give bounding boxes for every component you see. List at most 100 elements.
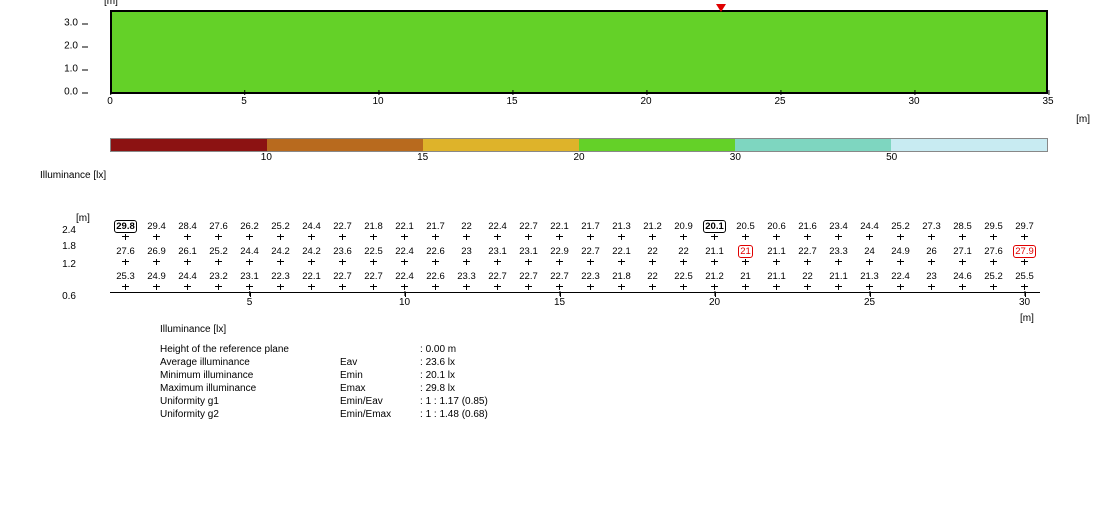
grid-cell: 22.3 [575,271,606,288]
grid-cell: 26.1 [172,246,203,263]
grid-cell: 21.3 [854,271,885,288]
stats-block: Illuminance [lx] Height of the reference… [160,324,1080,421]
legend-caption: Illuminance [lx] [40,170,1080,181]
grid-cell: 24.2 [265,246,296,263]
grid-cell: 22.7 [792,246,823,263]
x-tick: 20 [640,96,651,107]
grid-cell: 22 [637,271,668,288]
x-tick: 15 [506,96,517,107]
grid-y-tick: 1.2 [62,259,76,270]
grid-cell: 27.6 [110,246,141,263]
legend-segment [267,139,423,151]
grid-cell: 21.3 [606,221,637,238]
grid-y-tick: 2.4 [62,225,76,236]
stats-label: Uniformity g2 [160,408,340,421]
stats-row: Uniformity g1Emin/Eav1 : 1.17 (0.85) [160,395,1080,408]
grid-cell: 21.1 [761,246,792,263]
stats-row: Average illuminanceEav23.6 lx [160,356,1080,369]
stats-caption: Illuminance [lx] [160,324,1080,335]
grid-cell: 28.4 [172,221,203,238]
heatmap-box: 0.01.02.03.0 [110,10,1048,94]
grid-cell: 20.9 [668,221,699,238]
grid-cell: 22.1 [296,271,327,288]
y-tick: 0.0 [64,87,78,98]
stats-row: Maximum illuminanceEmax29.8 lx [160,382,1080,395]
grid-cell: 21.1 [761,271,792,288]
grid-cell: 24.6 [947,271,978,288]
grid-cell: 21 [730,246,761,263]
grid-cell: 26.2 [234,221,265,238]
grid-cell: 27.3 [916,221,947,238]
stats-row: Height of the reference plane 0.00 m [160,343,1080,356]
grid-cell: 21.7 [420,221,451,238]
stats-key: Emax [340,382,420,395]
grid-x-tick: 5 [247,297,253,308]
grid-cell: 21.6 [792,221,823,238]
grid-cell: 24.9 [885,246,916,263]
stats-label: Height of the reference plane [160,343,340,356]
grid-cell: 25.2 [203,246,234,263]
legend-segment [891,139,1047,151]
legend-ticks: 1015203050 [110,152,1048,166]
grid-cell: 24 [854,246,885,263]
stats-key [340,343,420,356]
stats-val: 1 : 1.17 (0.85) [420,395,488,408]
grid-cell: 22.1 [606,246,637,263]
grid-cell: 22.4 [482,221,513,238]
grid-cell: 20.5 [730,221,761,238]
grid-cell: 25.2 [885,221,916,238]
grid-cell: 23.4 [823,221,854,238]
grid-cell: 22.5 [358,246,389,263]
x-tick: 10 [372,96,383,107]
grid-cell: 28.5 [947,221,978,238]
grid-cell: 22 [637,246,668,263]
grid-y-tick: 1.8 [62,241,76,252]
grid-cell: 21.7 [575,221,606,238]
grid-cell: 21.2 [637,221,668,238]
y-tick: 2.0 [64,41,78,52]
grid-row: 25.324.924.423.223.122.322.122.722.722.4… [110,271,1080,288]
grid-cell: 22 [668,246,699,263]
stats-val: 1 : 1.48 (0.68) [420,408,488,421]
legend-tick: 50 [886,152,897,163]
grid-cell: 29.8 [110,221,141,238]
grid-cell: 22.1 [389,221,420,238]
x-tick: 35 [1042,96,1053,107]
stats-val: 0.00 m [420,343,456,356]
grid-cell: 22.7 [327,271,358,288]
x-tick: 30 [908,96,919,107]
grid-cell: 21 [730,271,761,288]
grid-cell: 22.9 [544,246,575,263]
grid-cell: 22.6 [420,246,451,263]
grid-cell: 25.5 [1009,271,1040,288]
value-grid: [m] 2.41.81.20.6 29.829.428.427.626.225.… [110,221,1080,421]
grid-cell: 22.7 [482,271,513,288]
stats-val: 29.8 lx [420,382,455,395]
grid-cell: 26 [916,246,947,263]
stats-label: Average illuminance [160,356,340,369]
grid-cell: 22.7 [513,221,544,238]
stats-val: 20.1 lx [420,369,455,382]
grid-rows: 29.829.428.427.626.225.224.422.721.822.1… [110,221,1080,288]
grid-cell: 22.5 [668,271,699,288]
grid-cell: 27.1 [947,246,978,263]
grid-cell: 21.2 [699,271,730,288]
stats-label: Maximum illuminance [160,382,340,395]
grid-x-tick: 30 [1019,297,1030,308]
grid-cell: 24.4 [234,246,265,263]
stats-key: Emin/Emax [340,408,420,421]
stats-row: Minimum illuminanceEmin20.1 lx [160,369,1080,382]
grid-cell: 22.7 [513,271,544,288]
x-tick: 5 [241,96,247,107]
stats-key: Emin [340,369,420,382]
grid-x-tick: 10 [399,297,410,308]
stats-row: Uniformity g2Emin/Emax1 : 1.48 (0.68) [160,408,1080,421]
grid-x-axis: 51015202530 [110,292,1040,308]
grid-cell: 25.2 [978,271,1009,288]
grid-cell: 22.6 [420,271,451,288]
grid-cell: 27.6 [978,246,1009,263]
grid-cell: 22.4 [389,271,420,288]
grid-cell: 24.4 [854,221,885,238]
grid-cell: 25.2 [265,221,296,238]
heatmap-chart: [m] 0.01.02.03.0 05101520253035 [m] 1015… [110,10,1080,181]
